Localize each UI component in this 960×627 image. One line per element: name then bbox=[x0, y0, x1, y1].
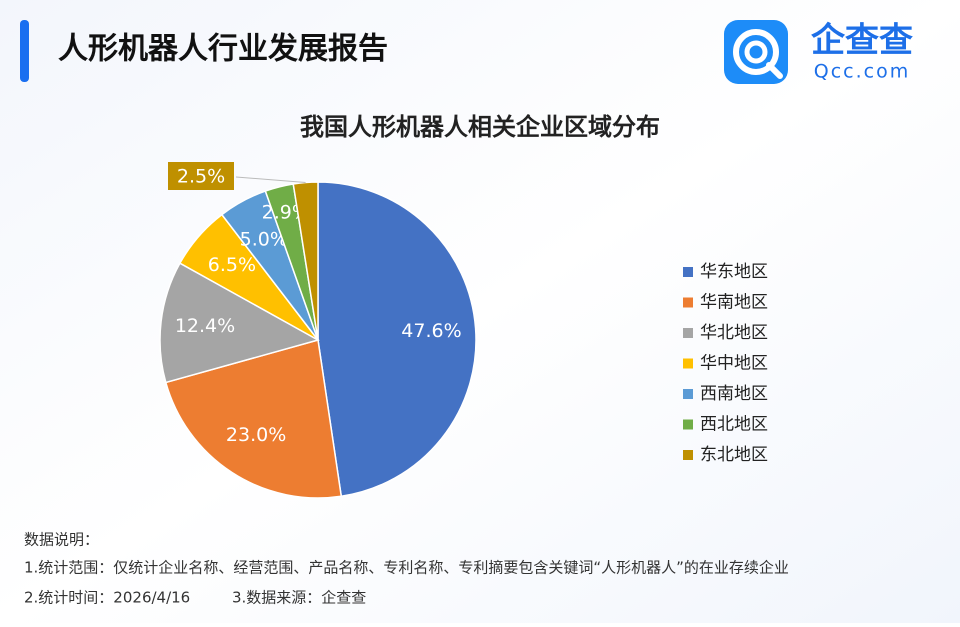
pie-slice bbox=[317, 181, 477, 498]
legend-label: 东北地区 bbox=[700, 445, 768, 465]
legend-swatch bbox=[683, 328, 693, 338]
legend-swatch bbox=[683, 358, 693, 369]
legend-swatch bbox=[683, 450, 693, 460]
label-box bbox=[168, 162, 234, 190]
pie-slice bbox=[164, 339, 343, 499]
header-accent bbox=[20, 20, 29, 82]
logo-inner bbox=[744, 40, 768, 64]
data-label: 2.5% bbox=[177, 166, 225, 188]
legend-label: 华中地区 bbox=[700, 354, 768, 374]
data-label: 5.0% bbox=[240, 228, 288, 250]
note-line: 3.数据来源：企查查 bbox=[232, 589, 366, 607]
header-title: 人形机器人行业发展报告 bbox=[58, 32, 388, 67]
legend-label: 西南地区 bbox=[700, 384, 768, 404]
chart-title: 我国人形机器人相关企业区域分布 bbox=[300, 113, 660, 141]
legend-label: 华东地区 bbox=[700, 262, 768, 282]
note-line: 2.统计时间：2026/4/16 bbox=[24, 589, 190, 607]
data-label: 12.4% bbox=[175, 315, 235, 337]
data-label: 23.0% bbox=[226, 424, 286, 446]
logo-handle bbox=[766, 62, 783, 79]
legend-swatch bbox=[683, 419, 693, 430]
pie-chart: 47.6%23.0%12.4%6.5%5.0%2.9%2.5%华东地区华南地区华… bbox=[159, 162, 768, 499]
notes-heading: 数据说明： bbox=[24, 531, 99, 549]
pie-slice bbox=[292, 181, 319, 341]
legend-swatch bbox=[683, 389, 693, 399]
pie-slice bbox=[159, 262, 320, 384]
note-line: 1.统计范围：仅统计企业名称、经营范围、产品名称、专利名称、专利摘要包含关键词“… bbox=[24, 559, 789, 577]
data-label: 47.6% bbox=[401, 320, 461, 342]
legend-label: 西北地区 bbox=[700, 415, 768, 435]
data-label: 6.5% bbox=[208, 254, 256, 276]
logo-ring bbox=[733, 29, 779, 75]
logo: 企查查 Qcc.com bbox=[724, 20, 913, 84]
legend-label: 华北地区 bbox=[700, 323, 768, 343]
logo-site: Qcc.com bbox=[814, 61, 910, 83]
legend-swatch bbox=[683, 297, 693, 308]
legend-swatch bbox=[683, 267, 693, 277]
logo-name: 企查查 bbox=[811, 21, 913, 61]
leader-line bbox=[235, 176, 306, 183]
legend-label: 华南地区 bbox=[700, 293, 768, 313]
